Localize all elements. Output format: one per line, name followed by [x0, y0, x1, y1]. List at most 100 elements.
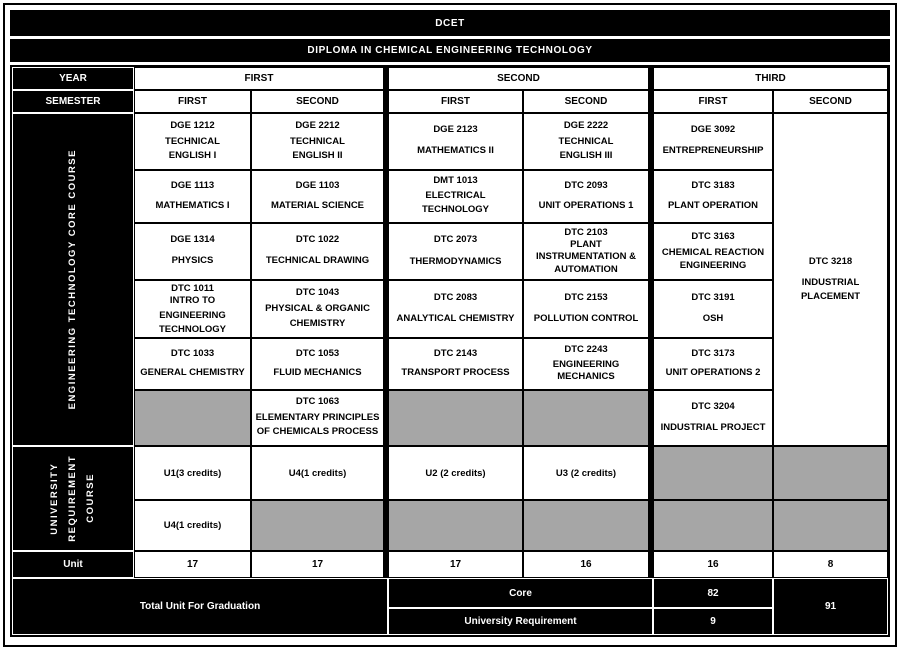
course-name: TECHNICAL ENGLISH II [290, 135, 345, 162]
course-code: DTC 2153 [564, 291, 608, 303]
grand-total-value-cell: 91 [773, 578, 888, 635]
university-requirement-section-text: UNIVERSITY REQUIREMENT COURSE [48, 455, 97, 542]
course-cell: DTC 3204 INDUSTRIAL PROJECT [653, 390, 773, 446]
course-cell: DGE 1314 PHYSICS [134, 223, 251, 280]
university-course-text: U3 (2 credits) [555, 467, 617, 479]
core-total-label-text: Core [509, 587, 532, 599]
course-cell: DTC 2083 ANALYTICAL CHEMISTRY [388, 280, 523, 338]
course-code: DTC 2083 [433, 291, 478, 303]
course-code: DTC 3173 [691, 347, 735, 359]
course-name: PHYSICS [171, 255, 214, 267]
semester-header-y2s2: SECOND [523, 90, 649, 113]
course-cell: DTC 1033 GENERAL CHEMISTRY [134, 338, 251, 390]
course-code: DTC 2243 [564, 344, 608, 356]
semester-header-y2s1: FIRST [388, 90, 523, 113]
unit-label-text: Unit [63, 559, 83, 570]
course-name: UNIT OPERATIONS 2 [665, 366, 761, 378]
year-header-second: SECOND [388, 67, 649, 90]
year-row-label: YEAR [12, 67, 134, 90]
course-code: DGE 1212 [170, 119, 215, 131]
course-name: INDUSTRIAL PLACEMENT [800, 277, 861, 302]
year-second-text: SECOND [497, 73, 540, 84]
course-cell: DTC 1043 PHYSICAL & ORGANIC CHEMISTRY [251, 280, 384, 338]
course-name: POLLUTION CONTROL [533, 312, 639, 324]
course-name: TECHNICAL ENGLISH III [558, 135, 614, 162]
curriculum-grid: YEAR FIRST SECOND THIRD SEMESTER FIRST S… [10, 65, 890, 637]
course-code: DMT 1013 [433, 175, 478, 187]
course-name: INTRO TO ENGINEERING TECHNOLOGY [158, 295, 227, 335]
university-requirement-section-label: UNIVERSITY REQUIREMENT COURSE [12, 446, 134, 551]
year-label-text: YEAR [59, 73, 87, 84]
empty-cell [523, 500, 649, 551]
unit-value-cell: 17 [388, 551, 523, 578]
course-cell: DTC 1022 TECHNICAL DRAWING [251, 223, 384, 280]
unit-value-cell: 16 [653, 551, 773, 578]
course-cell: DTC 2093 UNIT OPERATIONS 1 [523, 170, 649, 223]
unit-value-cell: 17 [251, 551, 384, 578]
course-name: TECHNICAL DRAWING [265, 255, 370, 267]
course-code: DTC 1022 [295, 234, 340, 246]
empty-cell [653, 446, 773, 500]
empty-cell [523, 390, 649, 446]
course-code: DTC 2093 [564, 180, 608, 192]
core-total-label-cell: Core [388, 578, 653, 608]
course-code: DTC 3204 [691, 401, 735, 413]
university-course-text: U2 (2 credits) [425, 467, 486, 479]
semester-text: SECOND [809, 96, 852, 107]
course-code: DTC 3183 [691, 180, 735, 192]
course-name: MATHEMATICS I [155, 199, 230, 211]
empty-cell [773, 446, 888, 500]
course-code: DTC 2103 [564, 226, 608, 238]
course-name: PLANT OPERATION [667, 199, 759, 211]
unit-value-cell: 8 [773, 551, 888, 578]
course-cell: DGE 2123 MATHEMATICS II [388, 113, 523, 170]
university-total-value-cell: 9 [653, 608, 773, 635]
total-unit-graduation-text: Total Unit For Graduation [139, 601, 261, 612]
semester-text: FIRST [178, 96, 207, 107]
university-total-label-text: University Requirement [464, 616, 577, 627]
course-name: FLUID MECHANICS [273, 366, 362, 378]
unit-value-cell: 17 [134, 551, 251, 578]
course-name: OSH [702, 312, 724, 324]
course-name: CHEMICAL REACTION ENGINEERING [661, 247, 765, 271]
course-cell: DTC 2143 TRANSPORT PROCESS [388, 338, 523, 390]
university-course-cell: U2 (2 credits) [388, 446, 523, 500]
course-cell: DTC 1011 INTRO TO ENGINEERING TECHNOLOGY [134, 280, 251, 338]
course-cell: DTC 2103 PLANT INSTRUMENTATION & AUTOMATI… [523, 223, 649, 280]
semester-header-y1s2: SECOND [251, 90, 384, 113]
year-header-third: THIRD [653, 67, 888, 90]
program-code-text: DCET [435, 17, 465, 29]
course-cell: DMT 1013 ELECTRICAL TECHNOLOGY [388, 170, 523, 223]
unit-value-text: 17 [311, 559, 324, 570]
year-first-text: FIRST [244, 73, 274, 84]
course-code: DGE 1113 [170, 180, 215, 192]
university-course-cell: U4(1 credits) [134, 500, 251, 551]
semester-text: FIRST [698, 96, 728, 107]
core-total-value-cell: 82 [653, 578, 773, 608]
unit-row-label: Unit [12, 551, 134, 578]
course-cell: DGE 1113 MATHEMATICS I [134, 170, 251, 223]
unit-value-text: 16 [580, 559, 592, 570]
course-code: DTC 1043 [295, 287, 340, 299]
course-name: ENTREPRENEURSHIP [662, 145, 764, 157]
university-total-value-text: 9 [710, 616, 716, 627]
course-name: THERMODYNAMICS [409, 255, 502, 267]
course-cell: DTC 1063 ELEMENTARY PRINCIPLES OF CHEMICA… [251, 390, 384, 446]
university-course-text: U4(1 credits) [163, 520, 222, 531]
course-cell: DGE 2212 TECHNICAL ENGLISH II [251, 113, 384, 170]
course-name: MATERIAL SCIENCE [270, 199, 365, 211]
program-title-text: DIPLOMA IN CHEMICAL ENGINEERING TECHNOLO… [307, 45, 593, 56]
empty-cell [388, 500, 523, 551]
course-code: DGE 2212 [295, 119, 340, 131]
semester-header-y3s2: SECOND [773, 90, 888, 113]
semester-text: FIRST [441, 96, 470, 107]
course-code: DGE 2222 [563, 119, 609, 131]
unit-value-text: 17 [449, 559, 462, 570]
empty-cell [251, 500, 384, 551]
empty-cell [134, 390, 251, 446]
course-name: INDUSTRIAL PROJECT [660, 421, 766, 433]
course-code: DTC 1063 [295, 396, 340, 408]
semester-header-y1s1: FIRST [134, 90, 251, 113]
course-name: ELECTRICAL TECHNOLOGY [421, 190, 490, 216]
university-course-cell: U3 (2 credits) [523, 446, 649, 500]
